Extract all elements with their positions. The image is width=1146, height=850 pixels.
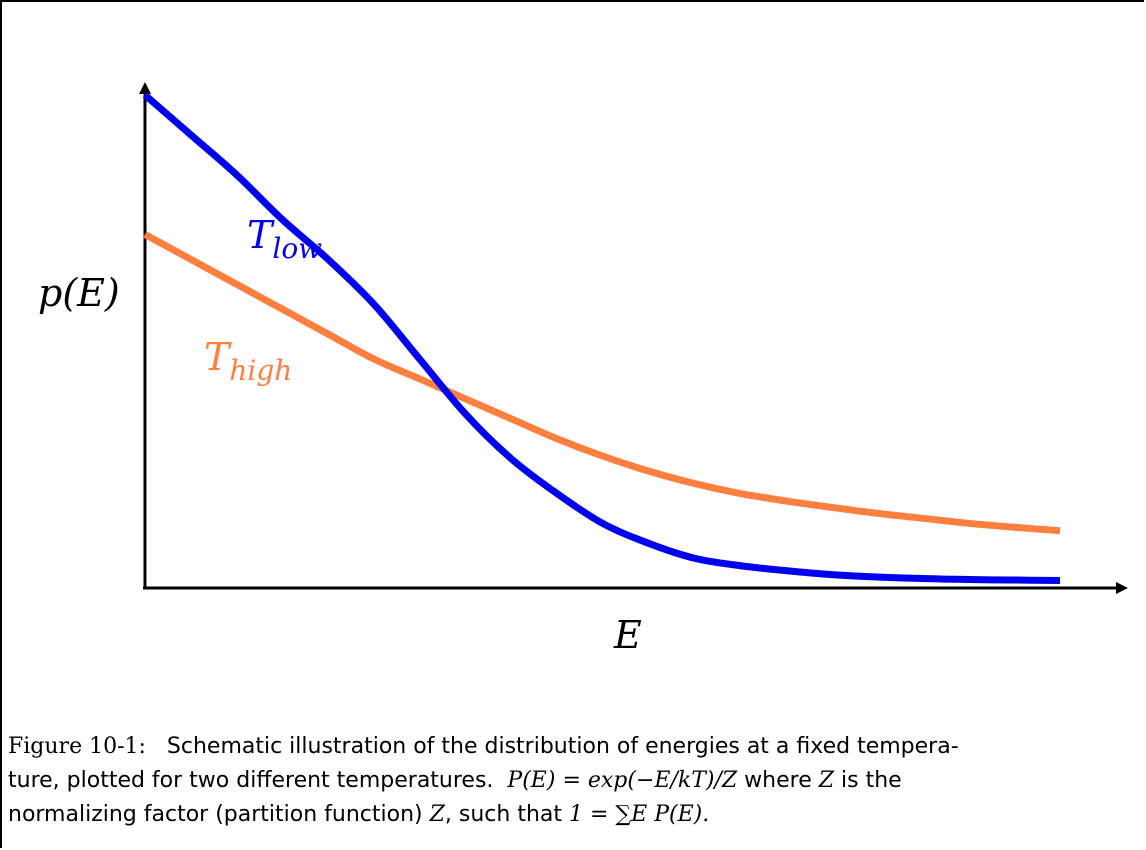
formula-normalization: 1 = ∑E P(E). bbox=[569, 802, 710, 827]
t-low-sub: low bbox=[272, 232, 322, 265]
series-line-t-low bbox=[142, 92, 1061, 584]
series-label-t-high: Thigh bbox=[204, 335, 292, 387]
var-z: Z bbox=[818, 768, 835, 793]
series-layer bbox=[142, 92, 1061, 584]
chart: p(E) E Tlow Thigh bbox=[38, 82, 1128, 657]
caption-line1: Schematic illustration of the distributi… bbox=[166, 734, 959, 759]
caption-line2a: ture, plotted for two different temperat… bbox=[8, 768, 494, 793]
var-z2: Z bbox=[429, 802, 445, 827]
caption-line3a: normalizing factor (partition function) bbox=[8, 802, 423, 827]
caption-line3b: , such that bbox=[444, 802, 563, 827]
caption-line2c: is the bbox=[841, 768, 902, 793]
y-axis-label: p(E) bbox=[38, 271, 120, 315]
t-high-base: T bbox=[204, 335, 232, 379]
t-high-sub: high bbox=[229, 354, 292, 387]
caption-line2b: where bbox=[744, 768, 812, 793]
figure-label: Figure 10-1: bbox=[8, 734, 146, 759]
formula-boltzmann: P(E) = exp(−E/kT)/Z bbox=[507, 768, 738, 793]
t-low-base: T bbox=[247, 213, 275, 257]
x-axis-label: E bbox=[613, 613, 642, 657]
series-label-t-low: Tlow bbox=[247, 213, 322, 265]
figure-caption: Figure 10-1: Schematic illustration of t… bbox=[8, 730, 1142, 832]
series-line-t-high bbox=[143, 231, 1061, 535]
